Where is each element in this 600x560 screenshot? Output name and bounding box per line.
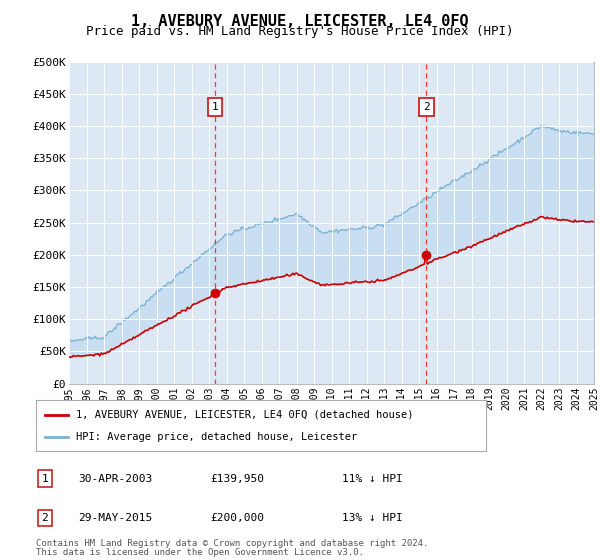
Text: HPI: Average price, detached house, Leicester: HPI: Average price, detached house, Leic… — [77, 432, 358, 442]
Text: 13% ↓ HPI: 13% ↓ HPI — [342, 513, 403, 523]
Text: 1, AVEBURY AVENUE, LEICESTER, LE4 0FQ (detached house): 1, AVEBURY AVENUE, LEICESTER, LE4 0FQ (d… — [77, 409, 414, 419]
Text: £139,950: £139,950 — [210, 474, 264, 484]
Text: This data is licensed under the Open Government Licence v3.0.: This data is licensed under the Open Gov… — [36, 548, 364, 557]
Text: 1: 1 — [41, 474, 49, 484]
Text: 30-APR-2003: 30-APR-2003 — [78, 474, 152, 484]
Text: 2: 2 — [41, 513, 49, 523]
Text: £200,000: £200,000 — [210, 513, 264, 523]
Text: Contains HM Land Registry data © Crown copyright and database right 2024.: Contains HM Land Registry data © Crown c… — [36, 539, 428, 548]
Text: 1: 1 — [211, 102, 218, 111]
Text: 29-MAY-2015: 29-MAY-2015 — [78, 513, 152, 523]
Text: Price paid vs. HM Land Registry's House Price Index (HPI): Price paid vs. HM Land Registry's House … — [86, 25, 514, 38]
Text: 11% ↓ HPI: 11% ↓ HPI — [342, 474, 403, 484]
Text: 1, AVEBURY AVENUE, LEICESTER, LE4 0FQ: 1, AVEBURY AVENUE, LEICESTER, LE4 0FQ — [131, 14, 469, 29]
Text: 2: 2 — [423, 102, 430, 111]
